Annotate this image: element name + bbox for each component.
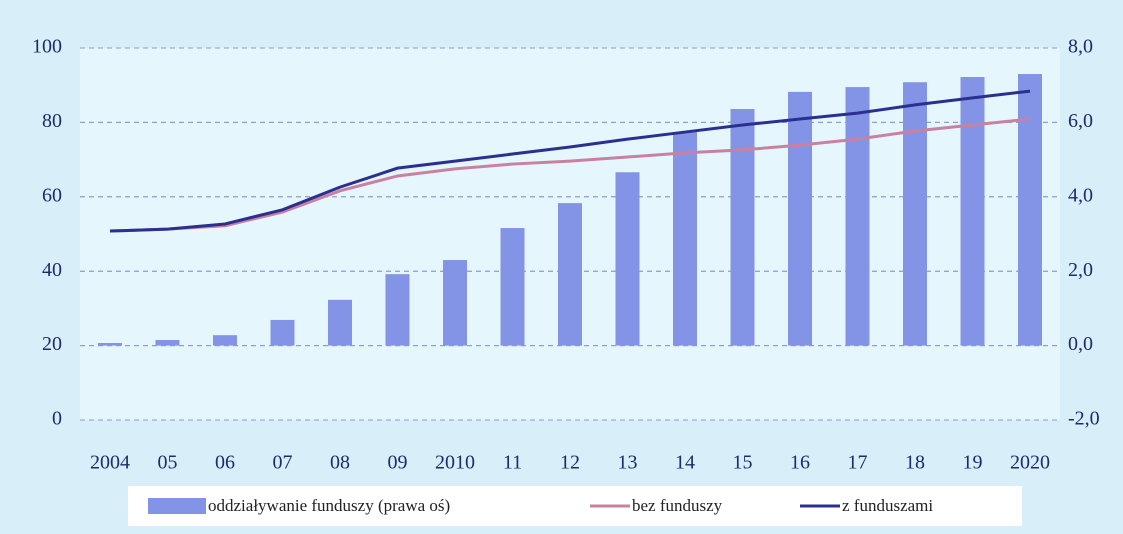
x-tick-label: 19 xyxy=(963,452,983,474)
x-tick-label: 2010 xyxy=(435,452,475,474)
x-tick-label: 11 xyxy=(503,452,522,474)
x-tick-label: 2004 xyxy=(90,452,130,474)
x-tick-label: 12 xyxy=(560,452,580,474)
y2-tick-label: 4,0 xyxy=(1068,184,1093,206)
y-tick-label: 0 xyxy=(52,408,62,430)
line xyxy=(109,89,1031,233)
x-tick-label: 06 xyxy=(215,452,235,474)
bar xyxy=(960,77,985,346)
legend xyxy=(128,486,1022,526)
bar xyxy=(788,91,812,346)
legend-label: bez funduszy xyxy=(632,496,723,515)
bar xyxy=(328,299,352,346)
x-tick-label: 2020 xyxy=(1010,452,1050,474)
y2-tick-label: 2,0 xyxy=(1068,259,1093,281)
line xyxy=(109,117,1031,233)
x-tick-label: 09 xyxy=(388,452,408,474)
legend-label: z funduszami xyxy=(842,496,933,515)
legend-swatch xyxy=(148,498,206,514)
x-tick-label: 15 xyxy=(733,452,753,474)
x-tick-label: 05 xyxy=(158,452,178,474)
y2-tick-label: -2,0 xyxy=(1068,408,1100,430)
bar xyxy=(845,87,870,346)
x-tick-label: 16 xyxy=(790,452,810,474)
bar xyxy=(730,109,755,346)
bar xyxy=(270,319,295,346)
y-tick-label: 20 xyxy=(42,333,62,355)
x-tick-label: 14 xyxy=(675,452,695,474)
y-tick-label: 100 xyxy=(32,36,62,58)
bar xyxy=(443,260,467,346)
bar xyxy=(558,203,582,346)
y2-tick-label: 6,0 xyxy=(1068,110,1093,132)
bar xyxy=(385,274,410,346)
y2-tick-label: 8,0 xyxy=(1068,36,1093,58)
bar xyxy=(155,340,180,346)
y-tick-label: 40 xyxy=(42,259,62,281)
bar xyxy=(500,228,525,346)
bar xyxy=(615,172,640,346)
x-tick-label: 13 xyxy=(618,452,638,474)
y2-tick-label: 0,0 xyxy=(1068,333,1093,355)
x-tick-label: 17 xyxy=(848,452,868,474)
bar xyxy=(1018,74,1042,346)
bar xyxy=(213,335,237,346)
x-tick-label: 07 xyxy=(273,452,293,474)
y-tick-label: 60 xyxy=(42,184,62,206)
legend-label: oddziaływanie funduszy (prawa oś) xyxy=(208,496,450,515)
bar xyxy=(673,132,697,346)
x-tick-label: 18 xyxy=(905,452,925,474)
x-tick-label: 08 xyxy=(330,452,350,474)
bar xyxy=(98,342,122,346)
bar xyxy=(903,82,927,346)
y-tick-label: 80 xyxy=(42,110,62,132)
